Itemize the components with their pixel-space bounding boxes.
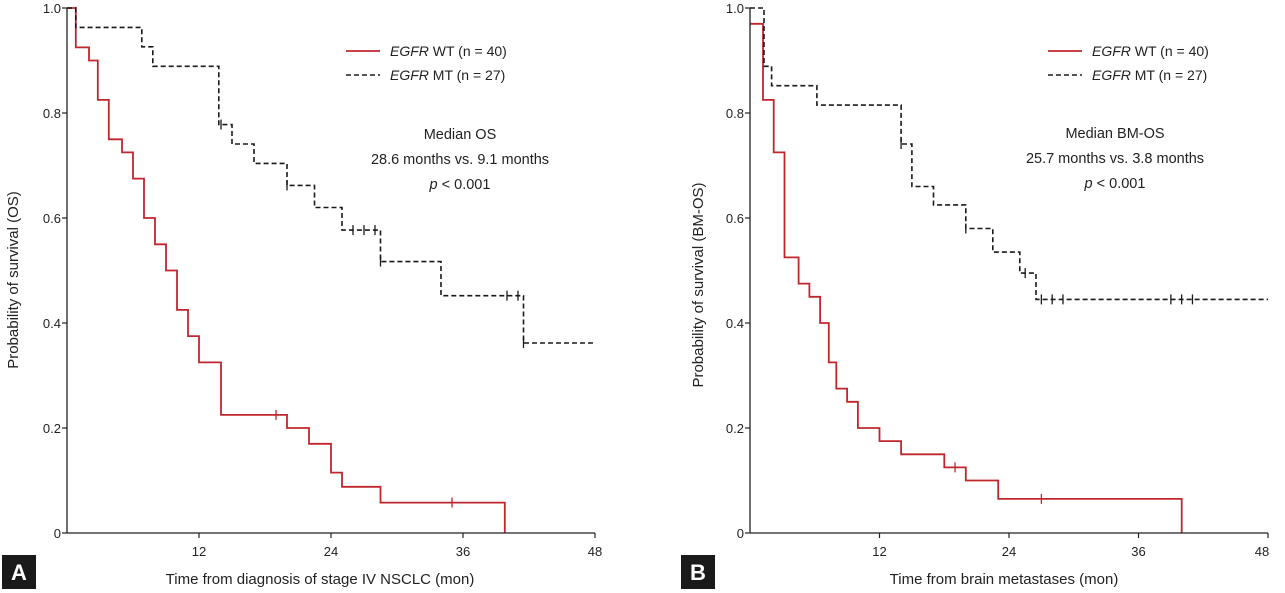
panel-b-ytick-label: 0.8 xyxy=(726,106,744,121)
survival-curve-mt xyxy=(67,7,595,344)
p-value: p < 0.001 xyxy=(429,177,491,193)
panel-a-ytick-label: 0.2 xyxy=(43,421,61,436)
panel-a-letter: A xyxy=(11,560,27,585)
panel-b-censor-marks xyxy=(900,138,1194,504)
panel-a-y-axis-label: Probability of survival (OS) xyxy=(5,191,22,369)
panel-b-xtick-label: 12 xyxy=(872,544,886,559)
panel-b-letter: B xyxy=(690,560,706,585)
panel-a-xtick-label: 12 xyxy=(192,544,206,559)
panel-a-badge xyxy=(2,555,36,589)
panel-b-curves xyxy=(750,7,1268,533)
survival-curve-wt xyxy=(67,7,506,533)
panel-b: 0 0.2 0.4 0.6 0.8 1.0 12 24 36 48 Time f… xyxy=(681,1,1269,589)
panel-b-xtick-label: 24 xyxy=(1002,544,1016,559)
median-os-title: Median OS xyxy=(424,127,497,143)
panel-a-ytick-label: 1.0 xyxy=(43,1,61,16)
panel-b-xtick-label: 36 xyxy=(1131,544,1145,559)
p-value: p < 0.001 xyxy=(1084,176,1146,192)
legend-label-wt: EGFR WT (n = 40) xyxy=(390,43,507,59)
panel-a-ytick-label: 0.6 xyxy=(43,211,61,226)
panel-b-ytick-label: 0 xyxy=(737,526,744,541)
median-os-values: 28.6 months vs. 9.1 months xyxy=(371,152,549,168)
legend-label-mt: EGFR MT (n = 27) xyxy=(1092,67,1207,83)
panel-a-ytick-label: 0.8 xyxy=(43,106,61,121)
panel-a-xtick-label: 36 xyxy=(456,544,470,559)
panel-b-x-axis-label: Time from brain metastases (mon) xyxy=(890,571,1119,588)
panel-a-xtick-label: 48 xyxy=(588,544,602,559)
panel-a-curves xyxy=(67,7,595,533)
panel-a-ticks xyxy=(62,7,596,538)
median-bm-os-values: 25.7 months vs. 3.8 months xyxy=(1026,151,1204,167)
panel-b-badge xyxy=(681,555,715,589)
panel-a-ytick-label: 0 xyxy=(54,526,61,541)
panel-a-xtick-label: 24 xyxy=(324,544,338,559)
panel-b-ytick-label: 1.0 xyxy=(726,1,744,16)
panel-a: 0 0.2 0.4 0.6 0.8 1.0 12 24 36 48 Time f… xyxy=(2,1,602,589)
survival-curve-mt xyxy=(750,7,1268,301)
panel-a-x-axis-label: Time from diagnosis of stage IV NSCLC (m… xyxy=(166,571,475,588)
survival-curve-wt xyxy=(750,22,1183,533)
panel-b-ytick-label: 0.4 xyxy=(726,316,744,331)
panel-b-y-axis-label: Probability of survival (BM-OS) xyxy=(690,182,707,387)
legend-label-mt: EGFR MT (n = 27) xyxy=(390,67,505,83)
legend-label-wt: EGFR WT (n = 40) xyxy=(1092,43,1209,59)
panel-b-ytick-label: 0.6 xyxy=(726,211,744,226)
panel-b-xtick-label: 48 xyxy=(1255,544,1269,559)
panel-b-ticks xyxy=(745,7,1269,538)
median-bm-os-title: Median BM-OS xyxy=(1065,126,1164,142)
panel-b-ytick-label: 0.2 xyxy=(726,421,744,436)
panel-a-censor-marks xyxy=(220,119,525,508)
panel-a-ytick-label: 0.4 xyxy=(43,316,61,331)
